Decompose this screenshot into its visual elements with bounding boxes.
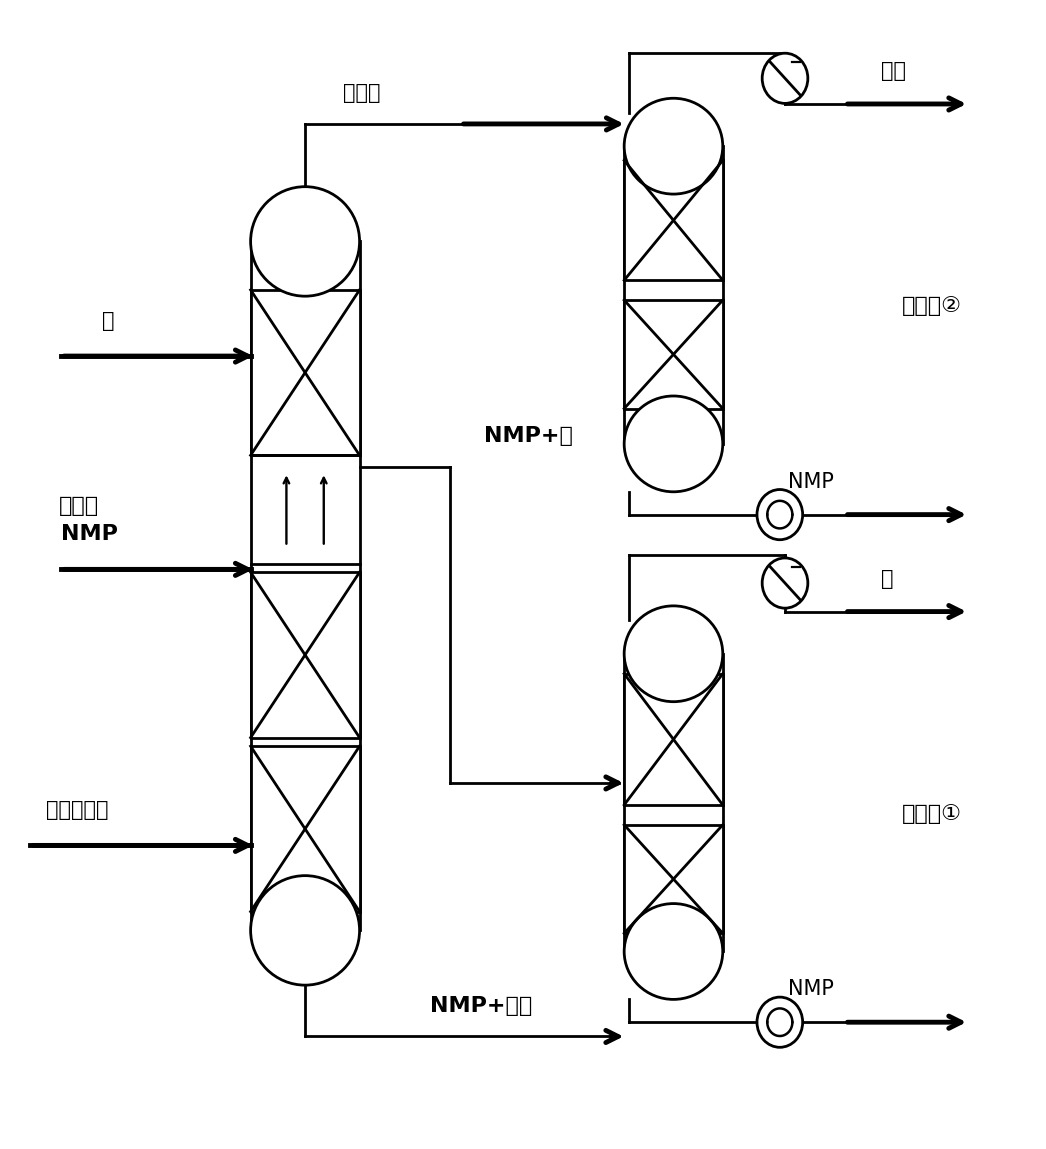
Bar	[624, 161, 723, 280]
Text: 水: 水	[881, 569, 893, 588]
Bar	[251, 572, 360, 738]
Ellipse shape	[251, 876, 360, 985]
Text: NMP: NMP	[61, 524, 118, 545]
Text: 水: 水	[101, 311, 114, 331]
Text: NMP: NMP	[788, 472, 834, 492]
Text: NMP+甲苯: NMP+甲苯	[430, 996, 532, 1016]
Text: 净化气: 净化气	[343, 84, 381, 103]
Text: 含甲苯废气: 含甲苯废气	[46, 801, 108, 820]
Bar	[624, 825, 723, 933]
Ellipse shape	[624, 396, 723, 492]
Text: NMP+水: NMP+水	[483, 426, 572, 446]
Circle shape	[757, 997, 802, 1047]
Text: NMP: NMP	[788, 979, 834, 1000]
Text: 再生塔①: 再生塔①	[902, 804, 962, 824]
Bar	[624, 300, 723, 409]
Ellipse shape	[624, 99, 723, 194]
Circle shape	[763, 53, 808, 103]
Circle shape	[763, 558, 808, 608]
Bar	[251, 746, 360, 911]
Bar	[251, 290, 360, 455]
Text: 吸收塔: 吸收塔	[59, 496, 99, 516]
Text: 甲苯: 甲苯	[881, 61, 906, 82]
Ellipse shape	[624, 903, 723, 1000]
Ellipse shape	[251, 186, 360, 296]
Text: 再生塔②: 再生塔②	[902, 296, 962, 316]
Ellipse shape	[624, 606, 723, 702]
Circle shape	[757, 489, 802, 540]
Bar	[624, 673, 723, 805]
